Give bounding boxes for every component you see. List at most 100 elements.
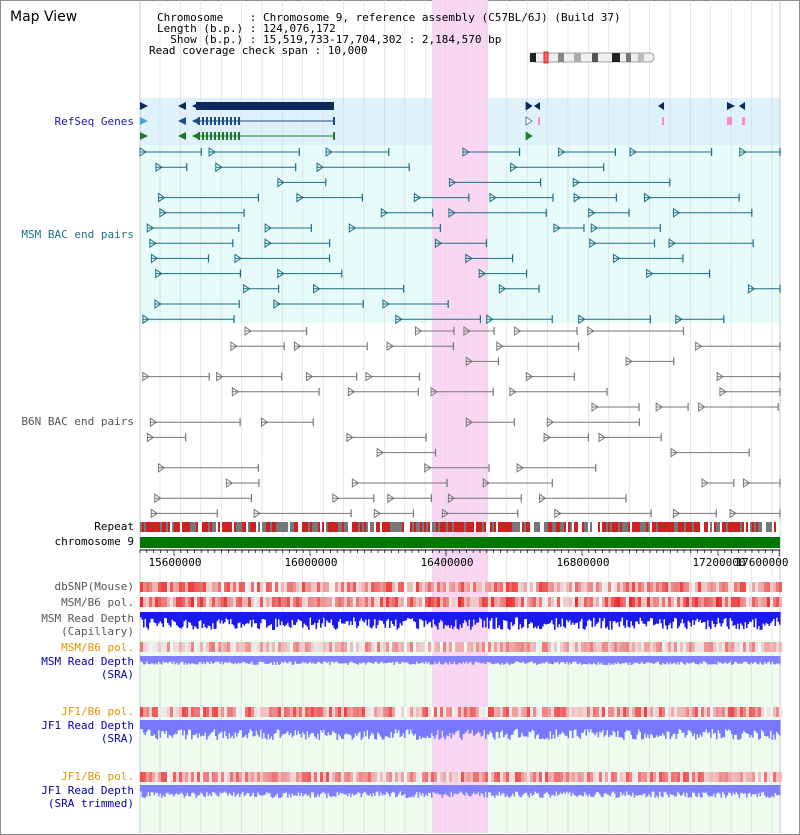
depth-bin	[534, 785, 537, 792]
track-label-refseq-genes[interactable]: RefSeq Genes	[54, 115, 134, 128]
track-label-msm-b6-pol-sra[interactable]: MSM/B6 pol.	[61, 641, 134, 654]
depth-bin	[161, 612, 163, 624]
heatmap-bin	[170, 597, 173, 607]
depth-bin	[507, 612, 510, 629]
track-label-jf1-b6-pol[interactable]: JF1/B6 pol.	[61, 705, 134, 718]
depth-bin	[549, 785, 552, 798]
depth-bin	[308, 720, 310, 738]
repeat-bin	[694, 522, 696, 532]
depth-bin	[693, 785, 696, 793]
chromosome-bar[interactable]	[140, 537, 780, 548]
repeat-bin	[394, 522, 396, 532]
heatmap-bin	[206, 772, 209, 782]
heatmap-bin	[641, 772, 644, 782]
depth-bin	[237, 656, 240, 663]
repeat-bin	[292, 522, 294, 532]
heatmap-bin	[728, 582, 731, 592]
heatmap-bin	[485, 707, 488, 717]
depth-bin	[683, 656, 685, 664]
heatmap-bin	[731, 707, 734, 717]
depth-bin	[384, 656, 387, 664]
depth-bin	[254, 612, 256, 624]
track-label-msm-depth-capillary[interactable]: MSM Read Depth	[41, 612, 134, 625]
track-label-jf1-depth-sra[interactable]: JF1 Read Depth	[41, 719, 134, 732]
depth-bin	[611, 656, 613, 664]
depth-bin	[443, 656, 445, 665]
heatmap-bin	[164, 772, 167, 782]
heatmap-bin	[221, 597, 224, 607]
heatmap-bin	[713, 582, 716, 592]
depth-bin	[288, 720, 291, 736]
heatmap-bin	[260, 597, 263, 607]
chromosome-ideogram[interactable]	[529, 51, 655, 64]
depth-bin	[369, 785, 372, 795]
heatmap-bin	[362, 642, 365, 652]
heatmap-bin	[365, 642, 368, 652]
depth-bin	[284, 656, 286, 662]
depth-bin	[450, 656, 453, 665]
depth-bin	[705, 656, 708, 663]
repeat-bin	[478, 522, 480, 532]
depth-bin	[285, 656, 288, 663]
heatmap-bin	[182, 772, 185, 782]
depth-bin	[236, 720, 238, 737]
track-label-jf1-b6-pol-2[interactable]: JF1/B6 pol.	[61, 770, 134, 783]
repeat-bin	[226, 522, 228, 532]
heatmap-bin	[182, 642, 185, 652]
heatmap-bin	[527, 597, 530, 607]
depth-bin	[722, 785, 724, 792]
heatmap-bin	[719, 642, 722, 652]
heatmap-bin	[698, 772, 701, 782]
depth-bin	[485, 720, 487, 740]
depth-bin	[707, 656, 709, 665]
heatmap-bin	[383, 707, 386, 717]
depth-bin	[294, 720, 297, 731]
depth-bin	[645, 720, 648, 738]
depth-bin	[731, 785, 733, 796]
depth-bin	[599, 612, 601, 618]
depth-bin	[546, 785, 549, 792]
depth-bin	[221, 612, 223, 621]
track-label-dbsnp[interactable]: dbSNP(Mouse)	[54, 580, 134, 593]
depth-bin	[315, 785, 318, 798]
track-label-jf1-depth-trimmed[interactable]: JF1 Read Depth	[41, 784, 134, 797]
heatmap-bin	[554, 582, 557, 592]
refseq-genes-features[interactable]	[140, 101, 745, 141]
track-label-msm-bac[interactable]: MSM BAC end pairs	[21, 228, 134, 241]
msm-bac-features[interactable]	[139, 147, 781, 325]
depth-bin	[296, 656, 298, 664]
bac-end-marker	[478, 268, 487, 279]
depth-bin	[300, 785, 303, 793]
depth-bin	[645, 656, 648, 663]
repeat-bin	[298, 522, 300, 532]
depth-bin	[240, 720, 243, 730]
heatmap-bin	[179, 707, 182, 717]
depth-bin	[422, 656, 424, 663]
depth-bin	[371, 785, 373, 797]
heatmap-bin	[569, 772, 572, 782]
depth-bin	[765, 656, 768, 665]
depth-bin	[516, 720, 519, 730]
heatmap-bin	[416, 597, 419, 607]
depth-bin	[581, 785, 583, 796]
b6n-bac-features[interactable]	[142, 326, 781, 519]
track-label-jf1-depth-trimmed-sub: (SRA trimmed)	[47, 797, 134, 810]
heatmap-bin	[605, 707, 608, 717]
depth-bin	[573, 656, 576, 662]
heatmap-bin	[167, 707, 170, 717]
repeat-bin	[764, 522, 766, 532]
heatmap-bin	[629, 707, 632, 717]
track-label-repeat[interactable]: Repeat	[94, 520, 134, 533]
track-label-msm-depth-sra[interactable]: MSM Read Depth	[41, 655, 134, 668]
track-label-b6n-bac[interactable]: B6N BAC end pairs	[21, 415, 134, 428]
heatmap-bin	[287, 597, 290, 607]
heatmap-bin	[635, 707, 638, 717]
depth-bin	[572, 785, 574, 794]
quantitative-tracks[interactable]	[140, 582, 782, 798]
repeat-track[interactable]	[140, 522, 780, 532]
track-label-msm-b6-pol[interactable]: MSM/B6 pol.	[61, 596, 134, 609]
depth-bin	[350, 612, 352, 622]
depth-bin	[213, 720, 216, 730]
depth-bin	[447, 785, 450, 797]
